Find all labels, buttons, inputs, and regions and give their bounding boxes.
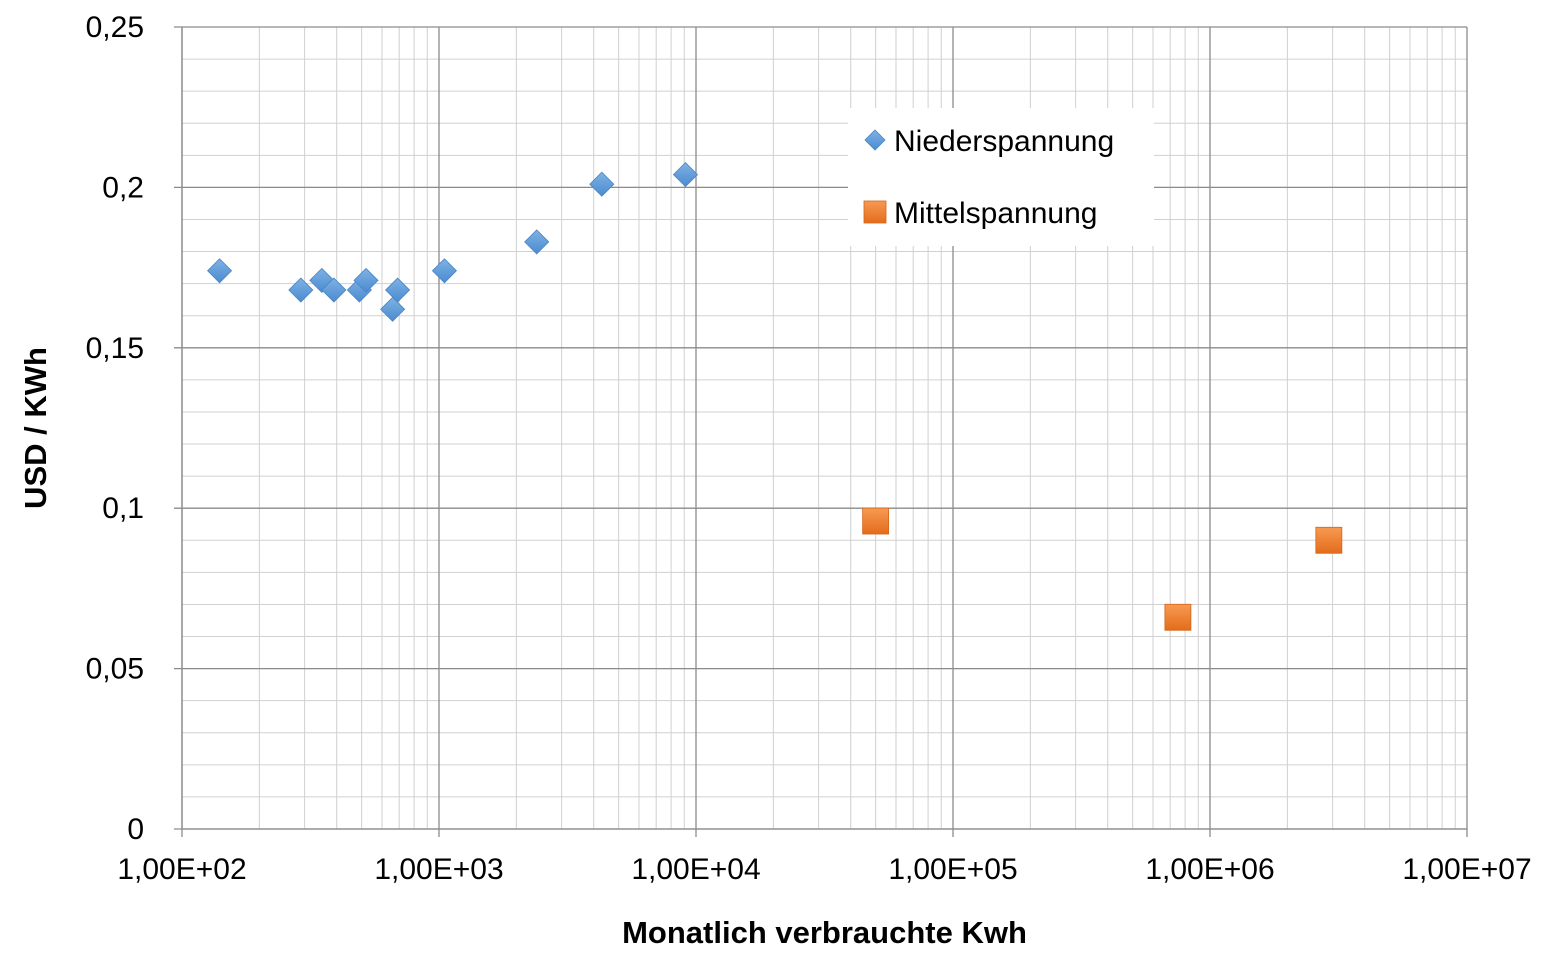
- y-tick-label: 0,15: [86, 332, 144, 365]
- niederspannung-point: [589, 171, 615, 197]
- y-tick-label: 0,1: [102, 492, 144, 525]
- niederspannung-point: [524, 229, 550, 255]
- axes: [181, 27, 1467, 830]
- niederspannung-point: [353, 267, 379, 293]
- legend-marker-niederspannung: [864, 129, 886, 151]
- x-tick-label: 1,00E+05: [888, 853, 1017, 886]
- legend-box: [848, 108, 1154, 246]
- x-tick-label: 1,00E+06: [1145, 853, 1274, 886]
- niederspannung-point: [431, 258, 458, 284]
- x-tick-label: 1,00E+02: [117, 853, 246, 886]
- data-points: [206, 162, 1343, 631]
- niederspannung-point: [321, 277, 347, 303]
- niederspannung-point: [206, 258, 233, 284]
- y-tick-label: 0,25: [86, 11, 144, 44]
- niederspannung-point: [385, 277, 411, 303]
- mittelspannung-point: [1164, 603, 1192, 631]
- y-axis-title: USD / KWh: [18, 347, 53, 509]
- grid: [174, 26, 1468, 837]
- x-tick-label: 1,00E+04: [631, 853, 760, 886]
- y-tick-label: 0,05: [86, 653, 144, 686]
- x-tick-label: 1,00E+07: [1402, 853, 1531, 886]
- tick-labels: 0 0,05 0,1 0,15 0,2 0,25 1,00E+02 1,00E+03 1,00E…: [86, 11, 1532, 886]
- x-tick-label: 1,00E+03: [374, 853, 503, 886]
- niederspannung-point: [380, 296, 406, 322]
- legend: Niederspannung Mittelspannung: [848, 108, 1154, 246]
- niederspannung-point: [288, 277, 314, 303]
- legend-label-mittelspannung: Mittelspannung: [894, 197, 1097, 230]
- legend-marker-mittelspannung: [863, 200, 887, 224]
- niederspannung-point: [672, 162, 699, 188]
- legend-label-niederspannung: Niederspannung: [894, 125, 1114, 158]
- y-tick-label: 0,2: [102, 171, 144, 204]
- y-tick-label: 0: [127, 813, 144, 846]
- mittelspannung-point: [1315, 526, 1343, 554]
- x-axis-title: Monatlich verbrauchte Kwh: [622, 915, 1027, 950]
- niederspannung-point: [309, 267, 335, 293]
- mittelspannung-point: [862, 507, 890, 535]
